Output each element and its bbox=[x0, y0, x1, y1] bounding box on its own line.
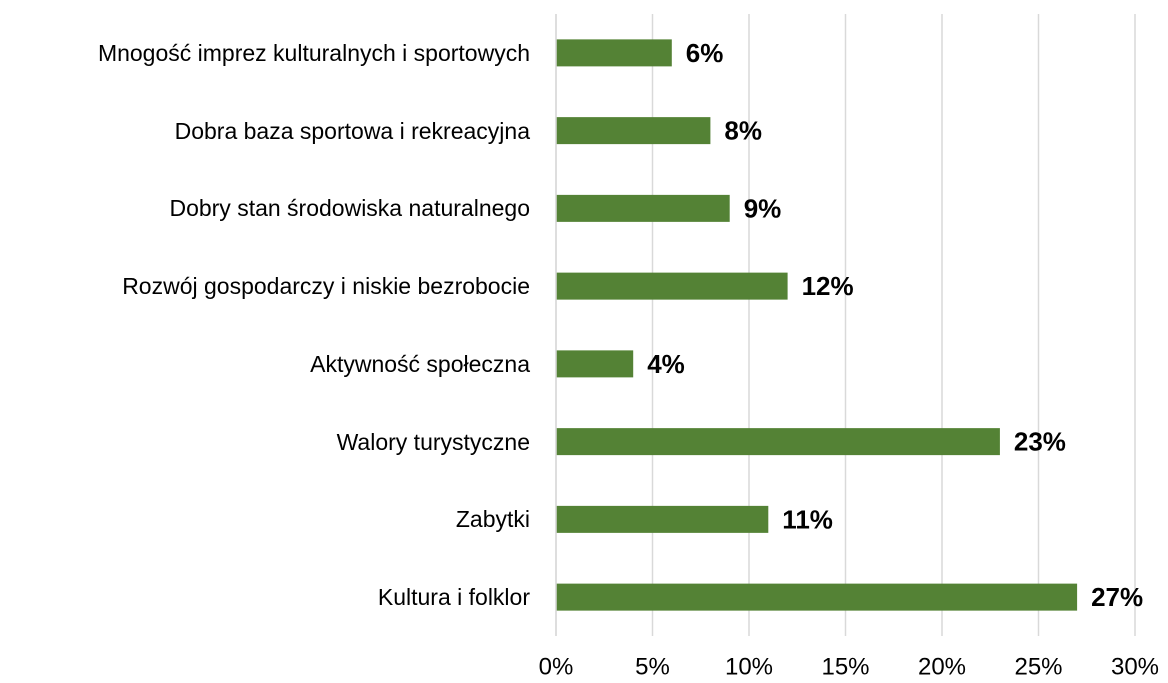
value-label: 8% bbox=[724, 116, 762, 146]
bar bbox=[556, 194, 730, 222]
bar bbox=[556, 505, 769, 533]
bar bbox=[556, 117, 711, 145]
x-tick-label: 30% bbox=[1111, 653, 1159, 680]
value-label: 11% bbox=[782, 504, 833, 534]
x-tick-label: 10% bbox=[725, 653, 773, 680]
x-tick-label: 20% bbox=[918, 653, 966, 680]
bar bbox=[556, 350, 634, 378]
x-tick-label: 25% bbox=[1014, 653, 1062, 680]
y-tick-label: Rozwój gospodarczy i niskie bezrobocie bbox=[122, 273, 530, 300]
value-label: 12% bbox=[802, 271, 854, 301]
x-tick-label: 5% bbox=[635, 653, 670, 680]
y-tick-label: Aktywność społeczna bbox=[310, 350, 530, 377]
y-tick-label: Dobry stan środowiska naturalnego bbox=[169, 195, 530, 222]
bar bbox=[556, 583, 1078, 611]
bar bbox=[556, 428, 1000, 456]
bar bbox=[556, 39, 672, 67]
value-label: 23% bbox=[1014, 427, 1066, 457]
y-tick-label: Mnogość imprez kulturalnych i sportowych bbox=[97, 39, 530, 66]
x-tick-label: 0% bbox=[539, 653, 574, 680]
y-tick-label: Zabytki bbox=[455, 506, 530, 533]
x-tick-label: 15% bbox=[821, 653, 869, 680]
bar bbox=[556, 272, 788, 300]
value-label: 4% bbox=[647, 349, 685, 379]
value-label: 6% bbox=[686, 38, 724, 68]
y-tick-label: Kultura i folklor bbox=[377, 584, 530, 611]
value-label: 27% bbox=[1091, 582, 1143, 612]
y-tick-label: Walory turystyczne bbox=[336, 428, 530, 455]
value-label: 9% bbox=[744, 193, 782, 223]
y-tick-label: Dobra baza sportowa i rekreacyjna bbox=[174, 117, 530, 144]
